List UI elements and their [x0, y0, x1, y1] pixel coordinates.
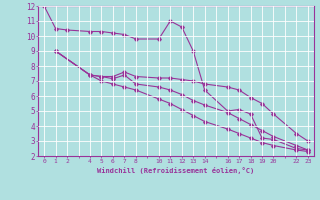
X-axis label: Windchill (Refroidissement éolien,°C): Windchill (Refroidissement éolien,°C)	[97, 167, 255, 174]
